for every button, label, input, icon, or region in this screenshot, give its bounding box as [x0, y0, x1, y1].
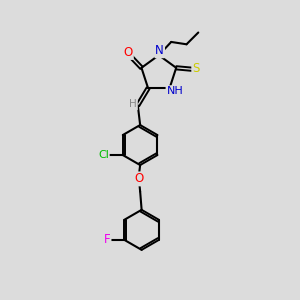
Text: O: O — [134, 172, 143, 185]
Text: S: S — [192, 62, 200, 75]
Text: H: H — [129, 99, 137, 110]
Text: F: F — [104, 233, 110, 246]
Text: O: O — [124, 46, 133, 59]
Text: N: N — [155, 44, 164, 57]
Text: Cl: Cl — [98, 150, 109, 160]
Text: NH: NH — [167, 86, 183, 96]
